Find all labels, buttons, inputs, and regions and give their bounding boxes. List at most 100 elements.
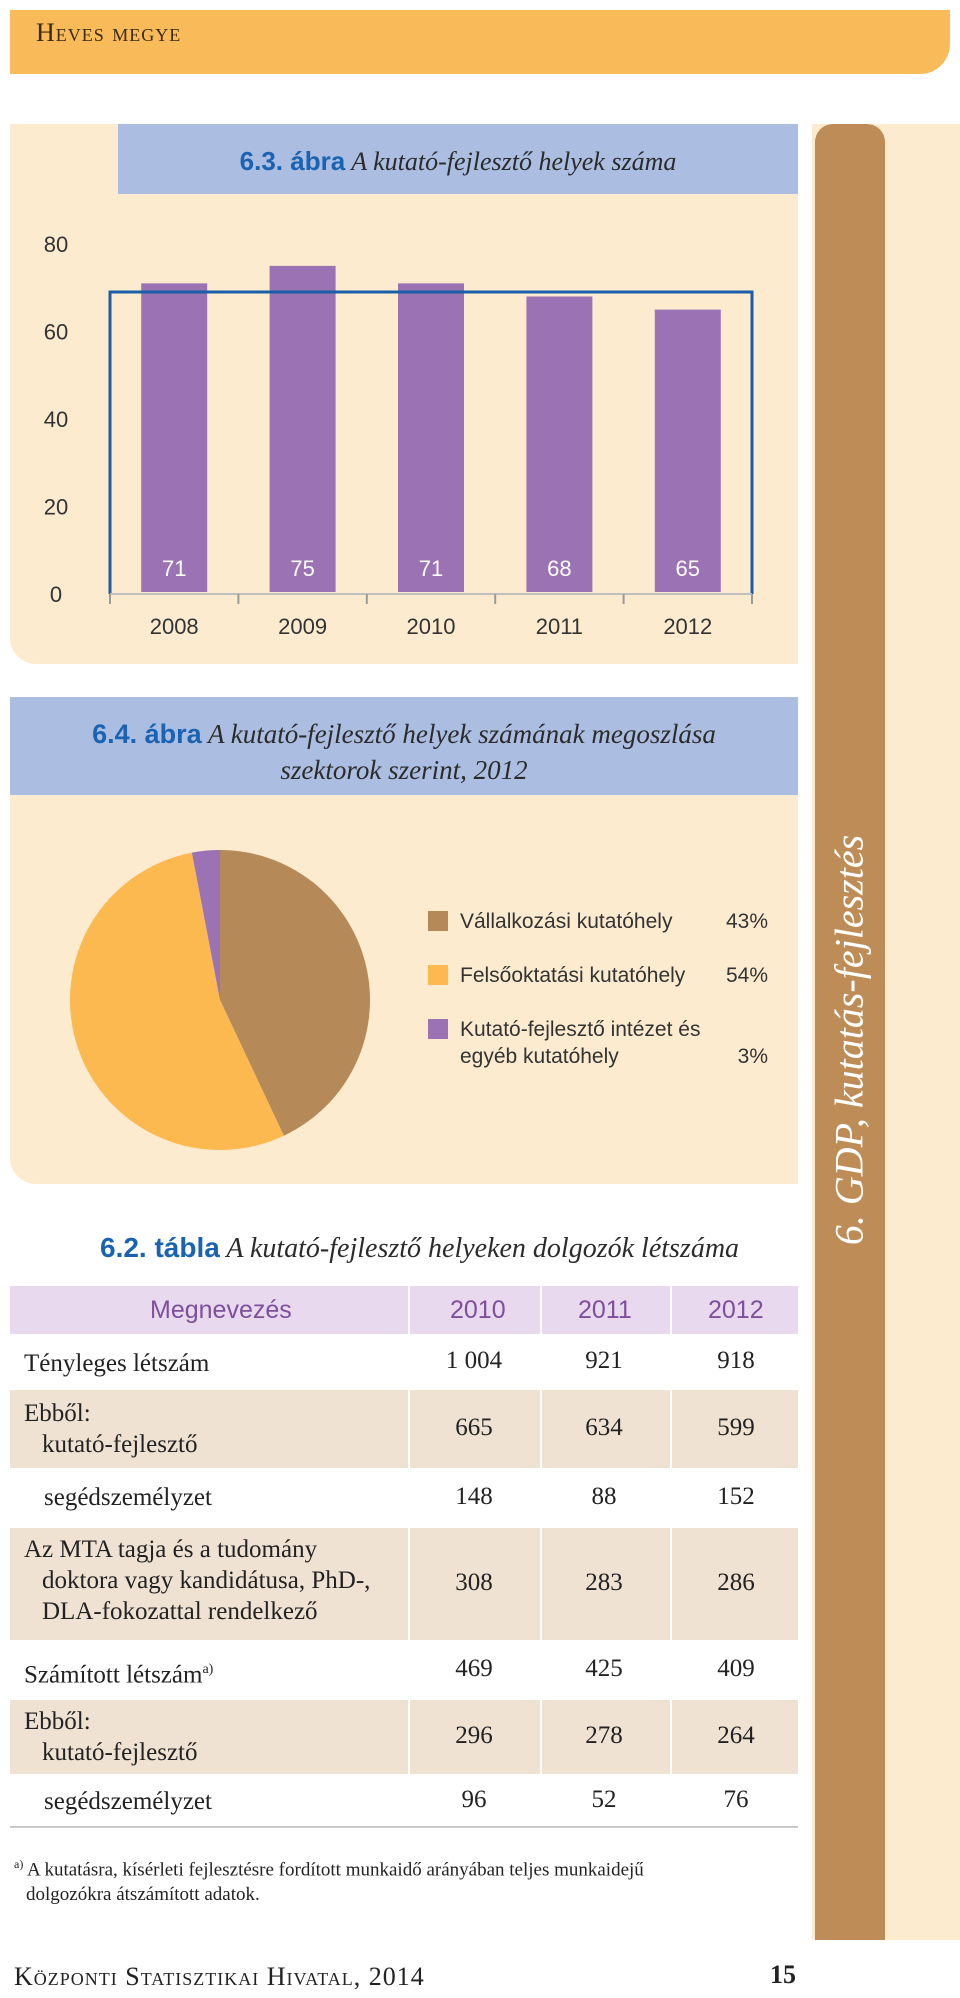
- bar-value-label: 65: [676, 556, 700, 581]
- bar-value-label: 68: [547, 556, 571, 581]
- footnote-mark: a): [14, 1857, 24, 1871]
- bar-value-label: 75: [290, 556, 314, 581]
- table-header-row: [10, 1286, 798, 1334]
- x-tick-label: 2008: [150, 614, 199, 639]
- bar-2011: [526, 296, 593, 592]
- table-cell-value: 469: [455, 1655, 493, 1682]
- figure-2-title-line1: A kutató-fejlesztő helyek számának megos…: [207, 719, 716, 749]
- legend-label-business: Vállalkozási kutatóhely: [460, 910, 673, 933]
- bar-2009: [269, 265, 336, 592]
- table-cell-value: 918: [717, 1347, 755, 1374]
- x-tick-label: 2010: [407, 614, 456, 639]
- row-label: segédszemélyzet: [44, 1484, 212, 1511]
- table-cell-value: 152: [717, 1483, 755, 1510]
- bar-2012: [654, 309, 721, 592]
- row-label-line1: Az MTA tagja és a tudomány: [24, 1536, 318, 1563]
- legend-item-institute: Kutató-fejlesztő intézet és egyéb kutató…: [428, 1016, 768, 1072]
- table-cell-value: 88: [591, 1483, 617, 1510]
- y-tick-label: 0: [50, 582, 62, 607]
- row-label-line2: kutató-fejlesztő: [42, 1431, 198, 1458]
- row-label: Az MTA tagja és a tudomány doktora vagy …: [24, 1534, 370, 1627]
- figure-2-title: 6.4. ábra A kutató-fejlesztő helyek szám…: [10, 716, 798, 788]
- table-cell-value: 296: [455, 1722, 493, 1749]
- figure-1-label: 6.3. ábra: [239, 146, 346, 176]
- table-row: [10, 1528, 798, 1640]
- table-cell-value: 76: [723, 1786, 749, 1813]
- row-label: Ebből: kutató-fejlesztő: [24, 1398, 198, 1460]
- row-label-text: Számított létszám: [24, 1661, 203, 1689]
- legend-label-institute: Kutató-fejlesztő intézet és egyéb kutató…: [460, 1016, 700, 1070]
- legend-pct-institute: 3%: [737, 1045, 768, 1068]
- row-label-line2: doktora vagy kandidátusa, PhD-,: [42, 1567, 371, 1594]
- table-cell-value: 286: [717, 1569, 755, 1596]
- legend-label-higher-education: Felsőoktatási kutatóhely: [460, 964, 686, 987]
- table-cell-value: 264: [717, 1722, 755, 1749]
- row-label: Tényleges létszám: [24, 1350, 210, 1377]
- table-cell-value: 283: [585, 1569, 623, 1596]
- legend-swatch-institute: [428, 1019, 448, 1039]
- figure-1-title-text: A kutató-fejlesztő helyek száma: [351, 147, 677, 176]
- table-cell-value: 1 004: [445, 1347, 503, 1374]
- table-cell-value: 599: [717, 1414, 755, 1441]
- header-bar: [10, 10, 950, 74]
- legend-pct-business: 43%: [725, 910, 768, 933]
- footer-publisher: Központi Statisztikai Hivatal, 2014: [14, 1962, 425, 1991]
- table-cell-value: 634: [585, 1414, 623, 1441]
- row-label: Számított létszáma): [24, 1654, 213, 1690]
- figure-2-label: 6.4. ábra: [92, 719, 202, 749]
- table-row: [10, 1390, 798, 1468]
- table-cell-value: 308: [455, 1569, 493, 1596]
- y-tick-label: 20: [44, 495, 68, 520]
- page-header-title: Heves megye: [36, 18, 182, 47]
- chapter-tab: [815, 124, 885, 1940]
- plot-frame: [108, 290, 754, 594]
- table-cell-value: 148: [455, 1483, 493, 1510]
- table-row: [10, 1700, 798, 1774]
- y-tick-label: 80: [44, 232, 68, 257]
- bar-chart: 71 75 71 68 65 0 20 40 60 80 2008 2009 2010 2011 2012: [44, 232, 754, 639]
- bar-value-label: 71: [419, 556, 443, 581]
- column-divider: [408, 1286, 410, 1826]
- legend-pct-higher-education: 54%: [725, 964, 768, 987]
- figure-1-title: 6.3. ábra A kutató-fejlesztő helyek szám…: [118, 146, 798, 177]
- x-tick-label: 2011: [536, 614, 583, 639]
- pie-slice-business: [220, 850, 370, 1136]
- figure-1-title-bar: [118, 124, 798, 194]
- row-label: Ebből: kutató-fejlesztő: [24, 1706, 198, 1768]
- table-cell-value: 52: [591, 1786, 617, 1813]
- table-header-2012: 2012: [708, 1296, 764, 1324]
- bar-2010: [398, 283, 464, 592]
- table-cell-value: 921: [585, 1347, 623, 1374]
- page-number: 15: [770, 1960, 796, 1989]
- table-title-text: A kutató-fejlesztő helyeken dolgozók lét…: [226, 1233, 740, 1264]
- pie-chart: [70, 850, 370, 1150]
- table-cell-value: 96: [461, 1786, 487, 1813]
- legend-swatch-business: [428, 911, 448, 931]
- table-bottom-rule: [10, 1826, 798, 1828]
- row-label-line3: DLA-fokozattal rendelkező: [42, 1598, 318, 1625]
- footnote: a) A kutatásra, kísérleti fejlesztésre f…: [14, 1852, 774, 1907]
- table-cell-value: 409: [717, 1655, 755, 1682]
- legend-label-institute-line2: egyéb kutatóhely: [460, 1045, 619, 1068]
- column-divider: [540, 1286, 542, 1826]
- row-label: segédszemélyzet: [44, 1788, 212, 1815]
- table-cell-value: 425: [585, 1655, 623, 1682]
- table-cell-value: 278: [585, 1722, 623, 1749]
- legend-label-institute-line1: Kutató-fejlesztő intézet és: [460, 1018, 701, 1041]
- x-tick-label: 2009: [278, 614, 327, 639]
- footnote-line1: A kutatásra, kísérleti fejlesztésre ford…: [27, 1859, 644, 1881]
- table-header-2011: 2011: [578, 1296, 632, 1324]
- row-label-line1: Ebből:: [24, 1400, 91, 1427]
- pie-slice-higher-education: [70, 852, 284, 1150]
- table-cell-value: 665: [455, 1414, 493, 1441]
- table-label: 6.2. tábla: [100, 1232, 220, 1263]
- pie-slice-institute: [191, 850, 220, 1000]
- row-label-sup: a): [202, 1662, 214, 1677]
- table-header-2010: 2010: [450, 1296, 506, 1324]
- bar-value-label: 71: [162, 556, 186, 581]
- y-tick-label: 60: [44, 320, 68, 345]
- column-divider: [670, 1286, 672, 1826]
- footnote-line2: dolgozókra átszámított adatok.: [26, 1884, 260, 1906]
- figure-2-title-bar: [10, 697, 798, 795]
- figure-2-title-line2: szektorok szerint, 2012: [280, 755, 528, 785]
